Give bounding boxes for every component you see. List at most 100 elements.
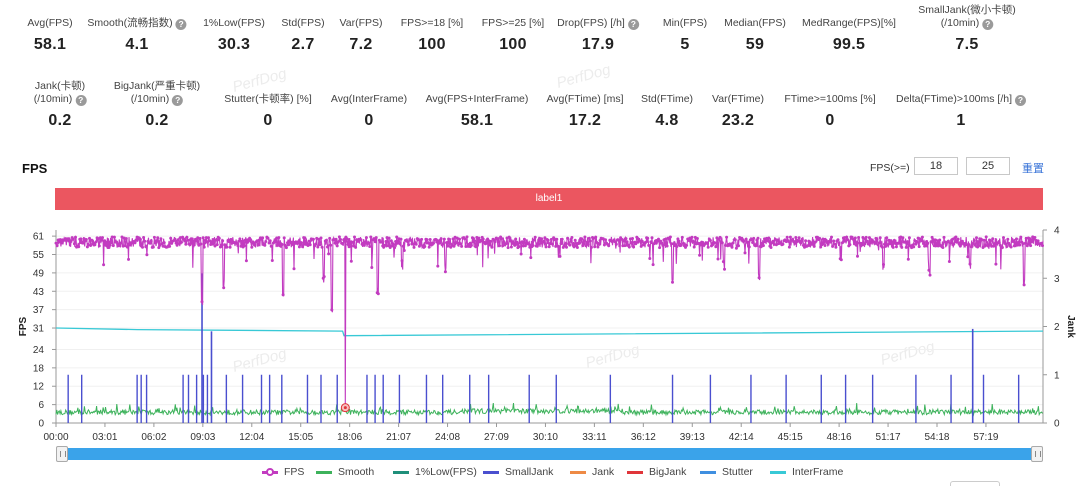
slider-handle-left[interactable]	[56, 446, 68, 462]
legend-label: Jank	[592, 466, 615, 478]
fps-point	[1007, 241, 1011, 245]
fps-point	[971, 242, 975, 245]
slider-track[interactable]	[56, 448, 1043, 460]
legend-item-fps[interactable]: FPS	[262, 466, 304, 478]
fps-point	[386, 244, 390, 248]
fps-point	[264, 240, 268, 243]
fps-point	[761, 244, 765, 248]
legend-item-smalljank[interactable]: SmallJank	[483, 466, 553, 478]
fps-point	[237, 239, 241, 243]
fps-point	[566, 236, 570, 240]
fps-point	[407, 243, 411, 247]
stat-value: 100	[418, 36, 446, 53]
fps-point	[984, 235, 988, 239]
help-icon[interactable]: ?	[627, 19, 639, 30]
help-icon[interactable]: ?	[175, 19, 187, 30]
help-icon[interactable]: ?	[1015, 95, 1027, 106]
fps-point	[589, 245, 593, 249]
fps-point	[771, 239, 775, 243]
fps-point	[862, 243, 866, 247]
help-icon[interactable]: ?	[172, 95, 184, 106]
legend-item-jank[interactable]: Jank	[570, 466, 614, 478]
fps-point	[882, 263, 885, 266]
fps-point	[330, 308, 334, 312]
fps-point	[565, 245, 568, 249]
fps-point	[586, 242, 590, 246]
fps-point	[432, 241, 435, 245]
fps-point	[932, 244, 936, 248]
fps-threshold-input-2[interactable]: 25	[966, 157, 1010, 175]
fps-point	[388, 246, 392, 249]
fps-point	[640, 239, 644, 243]
help-icon[interactable]: ?	[75, 95, 87, 106]
legend-item-smooth[interactable]: Smooth	[316, 466, 374, 478]
stats-row-1: Avg(FPS) 58.1 Smooth(流畅指数)? 4.1 1%Low(FPS) 30…	[0, 4, 1080, 79]
fps-point	[557, 245, 561, 249]
fps-point	[880, 245, 884, 249]
fps-point	[339, 238, 342, 241]
fps-point	[334, 237, 338, 241]
fps-point	[149, 239, 153, 243]
fps-point	[529, 256, 533, 260]
stat-label: MedRange(FPS)[%]	[802, 4, 896, 30]
fps-point	[434, 237, 438, 241]
fps-point	[915, 240, 919, 244]
fps-point	[368, 245, 372, 248]
stat-stats_row2-2: Stutter(卡顿率) [%] 0	[224, 80, 312, 130]
fps-point	[972, 238, 976, 242]
fps-point	[1036, 239, 1040, 243]
stat-stats_row1-9: Median(FPS) 59	[724, 4, 786, 54]
fps-point	[840, 241, 844, 245]
legend-item-bigjank[interactable]: BigJank	[627, 466, 686, 478]
fps-point	[990, 244, 994, 248]
fps-point	[217, 236, 221, 240]
fps-point	[986, 244, 990, 248]
fps-point	[223, 243, 227, 247]
time-range-slider[interactable]	[56, 446, 1043, 462]
stat-stats_row1-7: Drop(FPS) [/h]? 17.9	[557, 4, 639, 54]
help-icon[interactable]: ?	[982, 19, 994, 30]
stat-label-line: SmallJank(微小卡顿)	[918, 4, 1016, 16]
reset-button[interactable]: 重置	[1022, 163, 1044, 175]
corner-control[interactable]	[950, 481, 1000, 486]
fps-point	[195, 239, 199, 243]
fps-point	[634, 242, 638, 246]
fps-point	[547, 245, 551, 249]
fps-point	[930, 235, 934, 239]
stat-label: Avg(FPS+InterFrame)	[426, 80, 529, 106]
fps-point	[448, 240, 452, 244]
legend-item-interframe[interactable]: InterFrame	[770, 466, 843, 478]
legend-item-1-low-fps-[interactable]: 1%Low(FPS)	[393, 466, 477, 478]
fps-point	[517, 245, 521, 249]
fps-point	[1013, 242, 1017, 246]
fps-point	[380, 240, 384, 244]
fps-point	[629, 241, 633, 245]
label-bar[interactable]: label1	[55, 188, 1043, 210]
fps-point	[894, 245, 898, 249]
fps-point	[823, 244, 827, 247]
fps-threshold-input-1[interactable]: 18	[914, 157, 958, 175]
slider-handle-right[interactable]	[1031, 446, 1043, 462]
y-tick-label: 0	[38, 419, 44, 430]
fps-point	[376, 292, 380, 296]
stat-stats_row1-3: Std(FPS) 2.7	[281, 4, 324, 54]
fps-point	[79, 237, 83, 241]
fps-point	[520, 240, 524, 244]
x-tick-label: 45:15	[778, 432, 803, 443]
stat-label-line: 1%Low(FPS)	[203, 17, 265, 29]
fps-point	[917, 245, 921, 249]
fps-point	[584, 244, 588, 248]
stat-stats_row2-8: FTime>=100ms [%] 0	[784, 80, 875, 130]
fps-point	[452, 244, 456, 248]
fps-point	[460, 244, 464, 248]
fps-point	[400, 259, 404, 263]
fps-point	[187, 242, 191, 246]
stat-label: SmallJank(微小卡顿) (/10min)?	[918, 4, 1016, 30]
x-tick-label: 18:06	[337, 432, 362, 443]
legend-item-stutter[interactable]: Stutter	[700, 466, 753, 478]
fps-point	[395, 235, 399, 239]
fps-point	[200, 300, 204, 304]
stat-label: Avg(FTime) [ms]	[546, 80, 623, 106]
fps-point	[873, 241, 877, 245]
